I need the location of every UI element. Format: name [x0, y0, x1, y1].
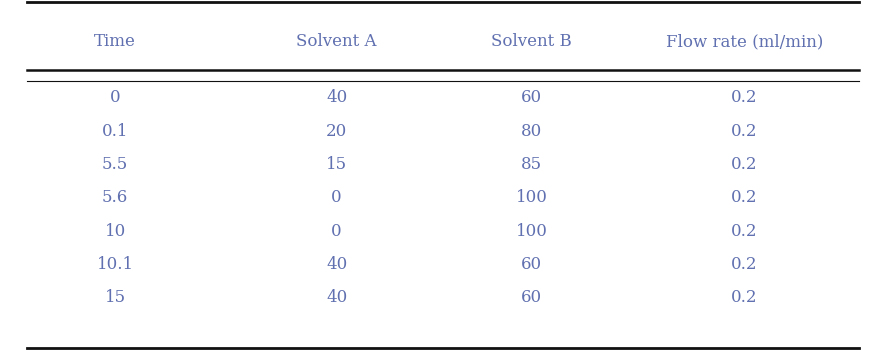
Text: 15: 15 [326, 156, 347, 173]
Text: 15: 15 [105, 289, 126, 306]
Text: 100: 100 [516, 189, 548, 206]
Text: 10.1: 10.1 [97, 256, 134, 273]
Text: 0.2: 0.2 [731, 189, 758, 206]
Text: 0: 0 [331, 189, 342, 206]
Text: 20: 20 [326, 123, 347, 140]
Text: 100: 100 [516, 223, 548, 239]
Text: 0: 0 [110, 90, 120, 106]
Text: 40: 40 [326, 256, 347, 273]
Text: 5.5: 5.5 [102, 156, 128, 173]
Text: 40: 40 [326, 289, 347, 306]
Text: 80: 80 [521, 123, 542, 140]
Text: 0.2: 0.2 [731, 256, 758, 273]
Text: 60: 60 [521, 289, 542, 306]
Text: 0.2: 0.2 [731, 123, 758, 140]
Text: Time: Time [94, 34, 136, 50]
Text: 0.2: 0.2 [731, 90, 758, 106]
Text: 5.6: 5.6 [102, 189, 128, 206]
Text: 0.2: 0.2 [731, 223, 758, 239]
Text: 0.2: 0.2 [731, 289, 758, 306]
Text: Flow rate (ml/min): Flow rate (ml/min) [665, 34, 823, 50]
Text: 60: 60 [521, 256, 542, 273]
Text: Solvent B: Solvent B [491, 34, 572, 50]
Text: 10: 10 [105, 223, 126, 239]
Text: Solvent A: Solvent A [297, 34, 377, 50]
Text: 40: 40 [326, 90, 347, 106]
Text: 0.1: 0.1 [102, 123, 128, 140]
Text: 85: 85 [521, 156, 542, 173]
Text: 0.2: 0.2 [731, 156, 758, 173]
Text: 0: 0 [331, 223, 342, 239]
Text: 60: 60 [521, 90, 542, 106]
